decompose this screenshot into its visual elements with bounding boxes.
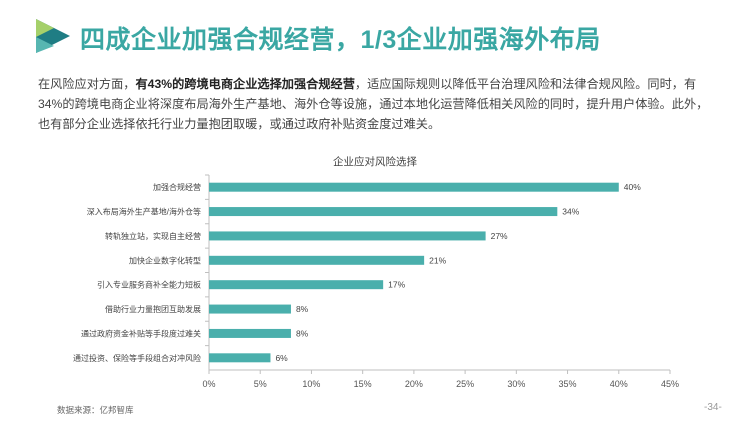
x-tick-label: 45% <box>661 379 679 389</box>
x-tick-label: 25% <box>456 379 474 389</box>
bar <box>209 280 384 290</box>
category-label: 加强合规经营 <box>153 182 201 192</box>
category-label: 加快企业数字化转型 <box>129 255 201 265</box>
bar <box>209 328 291 338</box>
category-label: 引入专业服务商补全能力短板 <box>97 280 201 290</box>
value-label: 8% <box>296 304 309 314</box>
intro-paragraph: 在风险应对方面，有43%的跨境电商企业选择加强合规经营，适应国际规则以降低平台治… <box>38 74 714 134</box>
chart-title: 企业应对风险选择 <box>333 156 417 168</box>
intro-text-1: 在风险应对方面， <box>38 77 136 91</box>
x-tick-label: 0% <box>202 379 215 389</box>
category-label: 借助行业力量抱团互助发展 <box>105 304 201 314</box>
bar <box>209 207 558 217</box>
value-label: 40% <box>624 182 641 192</box>
play-triangle-logo-icon <box>36 19 70 53</box>
x-tick-label: 30% <box>507 379 525 389</box>
category-label: 通过投资、保险等手段组合对冲风险 <box>73 353 201 363</box>
category-label: 转轨独立站，实现自主经营 <box>105 231 201 241</box>
page-title: 四成企业加强合规经营，1/3企业加强海外布局 <box>80 26 601 54</box>
intro-text-2: ，适应国际规则以降低平台治理风险和法律合规风险。同时，有34%的跨境电商企业将深… <box>38 77 709 131</box>
bar <box>209 231 486 241</box>
bar <box>209 353 271 363</box>
bar <box>209 182 619 192</box>
category-label: 深入布局海外生产基地/海外仓等 <box>87 207 201 217</box>
intro-highlight: 有43%的跨境电商企业选择加强合规经营 <box>135 77 355 91</box>
value-label: 34% <box>562 207 579 217</box>
x-tick-label: 20% <box>405 379 423 389</box>
value-label: 6% <box>275 353 288 363</box>
value-label: 21% <box>429 255 446 265</box>
value-label: 8% <box>296 328 309 338</box>
x-tick-label: 35% <box>559 379 577 389</box>
bar <box>209 304 291 314</box>
bar <box>209 255 425 265</box>
value-label: 27% <box>491 231 508 241</box>
x-tick-label: 5% <box>254 379 267 389</box>
category-label: 通过政府资金补贴等手段度过难关 <box>81 328 201 338</box>
page-number: -34- <box>704 402 722 413</box>
x-tick-label: 40% <box>610 379 628 389</box>
value-label: 17% <box>388 280 405 290</box>
data-source: 数据来源：亿邦智库 <box>57 405 134 415</box>
x-tick-label: 15% <box>354 379 372 389</box>
x-tick-label: 10% <box>302 379 320 389</box>
